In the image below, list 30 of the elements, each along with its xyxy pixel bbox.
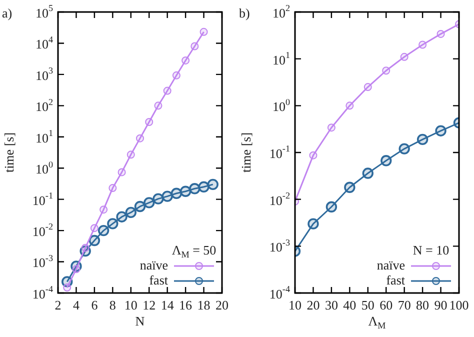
x-tick-label: 6 <box>91 297 98 312</box>
x-tick-label: 12 <box>142 297 156 312</box>
x-tick-label: 50 <box>361 297 374 312</box>
legend-label: fast <box>386 272 406 288</box>
x-tick-label: 8 <box>109 297 116 312</box>
legend-label: naïve <box>140 257 168 272</box>
x-tick-label: 100 <box>449 297 469 312</box>
x-tick-label: 30 <box>324 297 338 312</box>
x-tick-label: 20 <box>216 297 228 312</box>
x-tick-label: 16 <box>179 297 193 312</box>
x-tick-label: 20 <box>306 297 320 312</box>
y-axis-title: time [s] <box>1 132 16 173</box>
x-tick-label: 4 <box>72 297 80 312</box>
x-tick-label: 2 <box>54 297 62 312</box>
x-tick-label: 60 <box>380 297 393 312</box>
legend-title: N = 10 <box>412 242 450 258</box>
x-tick-label: 40 <box>343 297 356 312</box>
legend-label: fast <box>149 272 168 288</box>
x-tick-label: 18 <box>197 297 210 312</box>
legend-label: naïve <box>376 257 406 272</box>
x-axis-title: N <box>135 313 146 328</box>
x-tick-label: 70 <box>398 297 411 312</box>
x-tick-label: 80 <box>416 297 430 312</box>
y-axis-title: time [s] <box>238 132 254 173</box>
x-tick-label: 14 <box>160 297 174 312</box>
x-tick-label: 90 <box>434 297 448 312</box>
x-tick-label: 10 <box>288 297 302 312</box>
text: b) <box>239 5 250 20</box>
text: a) <box>2 5 12 20</box>
x-tick-label: 10 <box>124 297 138 312</box>
